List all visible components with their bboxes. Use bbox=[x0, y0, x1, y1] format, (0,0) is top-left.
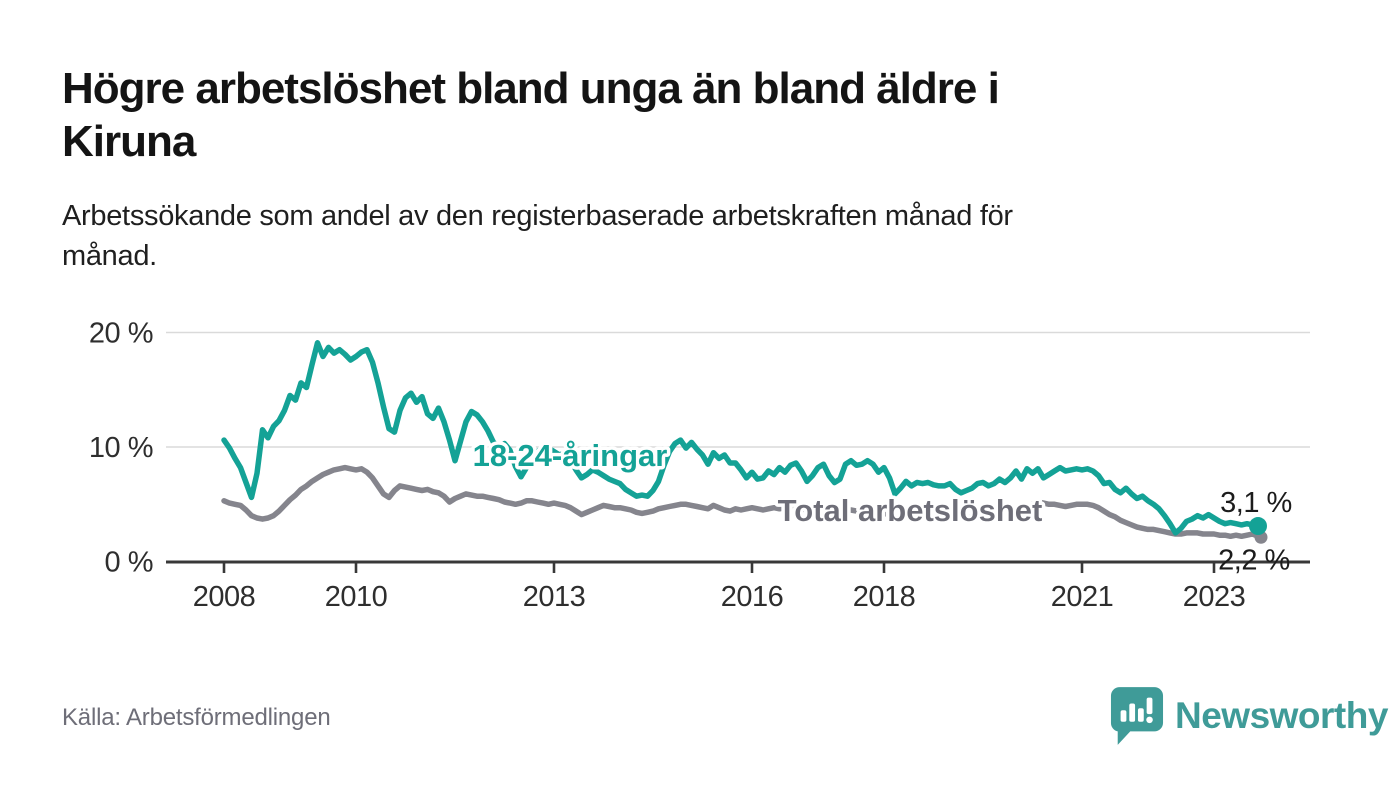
series-end-dot-youth bbox=[1249, 517, 1267, 536]
page-subtitle: Arbetssökande som andel av den registerb… bbox=[62, 196, 1332, 276]
page-title: Högre arbetslöshet bland unga än bland ä… bbox=[62, 62, 1332, 168]
newsworthy-brand-text: Newsworthy bbox=[1175, 695, 1388, 736]
y-tick-label: 10 % bbox=[89, 432, 153, 464]
x-tick-label: 2021 bbox=[1051, 581, 1114, 613]
series-label-total: Total arbetslöshet bbox=[778, 493, 1043, 528]
page-title-line1: Högre arbetslöshet bland unga än bland ä… bbox=[62, 64, 1000, 113]
y-tick-label: 0 % bbox=[105, 547, 153, 579]
y-tick-label: 20 % bbox=[89, 318, 153, 350]
x-tick-label: 2008 bbox=[193, 581, 256, 613]
page-title-line2: Kiruna bbox=[62, 117, 196, 166]
series-end-dot-total bbox=[1254, 530, 1268, 544]
page-subtitle-line1: Arbetssökande som andel av den registerb… bbox=[62, 200, 1013, 232]
x-tick-label: 2010 bbox=[325, 581, 388, 613]
newsworthy-logo: Newsworthy bbox=[1110, 686, 1388, 746]
newsworthy-logo-icon bbox=[1110, 687, 1164, 745]
end-label-total: 2,2 % bbox=[1218, 544, 1290, 576]
x-tick-label: 2016 bbox=[721, 581, 784, 613]
source-text: Källa: Arbetsförmedlingen bbox=[62, 704, 331, 731]
bar-chart-glyph bbox=[1120, 697, 1153, 724]
series-label-youth: 18-24-åringar bbox=[473, 438, 668, 473]
series-line-total bbox=[221, 464, 1261, 540]
x-tick-label: 2013 bbox=[523, 581, 586, 613]
x-tick-label: 2023 bbox=[1183, 581, 1246, 613]
page-subtitle-line2: månad. bbox=[62, 240, 157, 272]
end-label-youth: 3,1 % bbox=[1220, 487, 1292, 519]
speech-bubble-shape bbox=[1110, 687, 1164, 745]
x-tick-label: 2018 bbox=[853, 581, 916, 613]
series-line-youth bbox=[221, 340, 1261, 536]
